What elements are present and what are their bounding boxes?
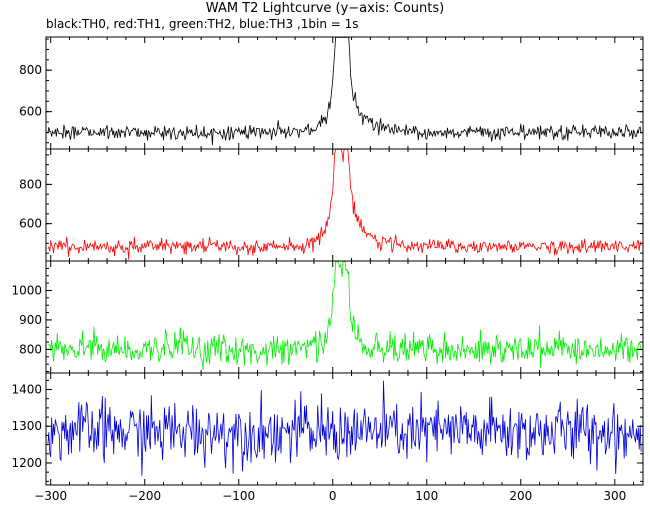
x-tick-label: 300 [603, 489, 626, 503]
series-line-th2 [47, 261, 642, 370]
x-tick-label: −100 [222, 489, 255, 503]
series-line-th3 [47, 380, 642, 476]
y-tick-label: 600 [19, 105, 42, 119]
panel-frame-th0 [45, 36, 644, 150]
x-tick-label: 100 [415, 489, 438, 503]
y-tick-label: 1300 [11, 419, 42, 433]
y-tick-label: 1000 [11, 283, 42, 297]
chart-subtitle: black:TH0, red:TH1, green:TH2, blue:TH3 … [46, 17, 359, 31]
x-tick-label: −200 [128, 489, 161, 503]
y-tick-label: 800 [19, 177, 42, 191]
x-tick-label: 200 [509, 489, 532, 503]
x-tick-label: 0 [329, 489, 337, 503]
series-line-th0 [47, 37, 642, 146]
y-tick-label: 600 [19, 217, 42, 231]
y-tick-label: 800 [19, 342, 42, 356]
y-tick-label: 1200 [11, 456, 42, 470]
chart-title: WAM T2 Lightcurve (y−axis: Counts) [205, 1, 445, 16]
panel-frame-th3 [45, 372, 644, 486]
y-tick-label: 1400 [11, 383, 42, 397]
y-tick-label: 900 [19, 313, 42, 327]
series-line-th1 [47, 148, 642, 260]
y-tick-label: 800 [19, 63, 42, 77]
x-tick-label: −300 [34, 489, 67, 503]
